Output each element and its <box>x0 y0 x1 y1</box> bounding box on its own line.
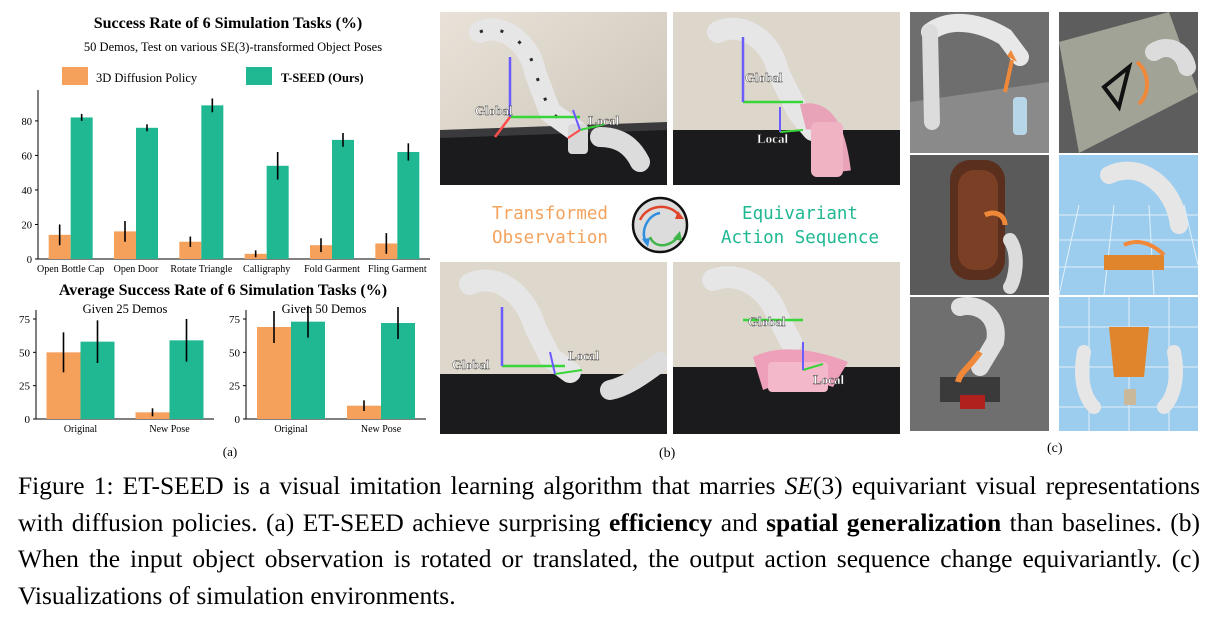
y-tick-label: 40 <box>22 186 33 197</box>
legend-label-dp3: 3D Diffusion Policy <box>96 71 198 85</box>
bar <box>179 241 202 259</box>
y-tick-label: 25 <box>229 381 241 393</box>
y-tick-label: 75 <box>229 314 241 326</box>
panel-a-label: (a) <box>223 444 237 459</box>
chart-top-subtitle: 50 Demos, Test on various SE(3)-transfor… <box>84 40 382 54</box>
x-tick-label: Original <box>274 424 308 435</box>
equivariant-action-text: Equivariant Action Sequence <box>690 202 910 250</box>
transformed-line2: Observation <box>492 228 608 248</box>
equivariant-line1: Equivariant <box>742 204 858 224</box>
photo4-local-label: Local <box>813 372 844 387</box>
caption-part-1: Figure 1: ET-SEED is a visual imitation … <box>18 471 785 500</box>
caption-part-3: and <box>712 507 767 537</box>
x-tick-label: Fling Garment <box>368 264 427 275</box>
x-tick-label: New Pose <box>361 424 402 435</box>
caption-part-4: than baselines. (b) When the input objec… <box>18 507 1200 610</box>
y-tick-label: 0 <box>235 414 241 426</box>
bar <box>397 151 420 259</box>
bar <box>201 105 224 259</box>
legend-swatch-dp3 <box>62 67 88 85</box>
bar <box>48 234 71 259</box>
photo-top-left: Global Local <box>440 12 667 185</box>
bar <box>136 127 158 259</box>
y-tick-label: 80 <box>22 117 33 128</box>
photo2-local-label: Local <box>757 131 788 146</box>
bar <box>114 231 136 259</box>
y-tick-label: 0 <box>27 255 32 266</box>
legend-label-tseed: T-SEED (Ours) <box>281 71 364 85</box>
caption-bold-efficiency: efficiency <box>608 507 713 537</box>
panel-c-label: (c) <box>1047 441 1063 456</box>
chart-bottom-title: Average Success Rate of 6 Simulation Tas… <box>59 282 387 299</box>
x-tick-label: Calligraphy <box>243 264 290 275</box>
y-tick-label: 25 <box>19 381 31 393</box>
photo-bottom-left: Global Local <box>440 262 667 434</box>
figure-caption: Figure 1: ET-SEED is a visual imitation … <box>18 468 1200 614</box>
chart-bottom-right: 0 25 50 75 Original New Pose <box>229 305 426 435</box>
y-tick-label: 60 <box>22 151 33 162</box>
y-tick-label: 0 <box>25 414 31 426</box>
equivariance-sphere-icon <box>631 196 689 254</box>
chart-top-title: Success Rate of 6 Simulation Tasks (%) <box>94 15 362 32</box>
bar <box>332 139 354 259</box>
photo1-global-label: Global <box>475 103 513 118</box>
photo3-local-label: Local <box>568 348 599 363</box>
y-tick-label: 50 <box>19 347 31 359</box>
sim-calligraphy <box>1059 155 1198 295</box>
x-tick-label: Original <box>64 424 98 435</box>
sim-fold-garment <box>910 297 1049 431</box>
x-tick-label: Open Door <box>114 264 159 275</box>
x-tick-label: Fold Garment <box>304 264 360 275</box>
x-tick-label: New Pose <box>149 424 190 435</box>
photo4-global-label: Global <box>748 314 786 329</box>
chart-left-subtitle: Given 25 Demos <box>83 302 168 316</box>
x-tick-label: Rotate Triangle <box>170 264 233 275</box>
sim-fling-garment <box>1059 297 1198 431</box>
sim-open-door <box>910 155 1049 295</box>
photo3-global-label: Global <box>452 357 490 372</box>
sim-rotate-triangle <box>1059 12 1198 153</box>
caption-bold-spatial: spatial generalization <box>766 507 1002 537</box>
caption-math-se: SE <box>784 471 813 500</box>
bar <box>70 117 93 259</box>
panel-b-label: (b) <box>659 446 676 461</box>
photo-top-right: Global Local <box>673 12 900 185</box>
transformed-observation-text: Transformed Observation <box>470 202 630 250</box>
sim-open-bottle-cap <box>910 12 1049 153</box>
bar <box>291 321 325 419</box>
transformed-line1: Transformed <box>492 204 608 224</box>
panel-a-charts: Success Rate of 6 Simulation Tasks (%) 5… <box>19 15 430 459</box>
bar <box>347 405 381 419</box>
y-tick-label: 20 <box>22 220 33 231</box>
photo2-global-label: Global <box>745 70 783 85</box>
y-tick-label: 50 <box>229 347 241 359</box>
legend-swatch-tseed <box>246 67 272 85</box>
equivariant-line2: Action Sequence <box>720 228 880 248</box>
caption-part-2: equivariant visual representations with … <box>18 471 1200 537</box>
chart-bottom-left: 0 25 50 75 Original New Pose <box>19 310 214 435</box>
chart-top: 0 20 40 60 80 Open Bottle Cap Open Door Rotate … <box>22 90 430 275</box>
caption-math-arg: (3) <box>812 471 843 500</box>
photo-bottom-right: Global Local <box>673 262 900 434</box>
x-tick-label: Open Bottle Cap <box>37 264 104 275</box>
chart-right-subtitle: Given 50 Demos <box>282 302 367 316</box>
y-tick-label: 75 <box>19 314 31 326</box>
photo1-local-label: Local <box>588 113 619 128</box>
bar <box>266 165 289 259</box>
